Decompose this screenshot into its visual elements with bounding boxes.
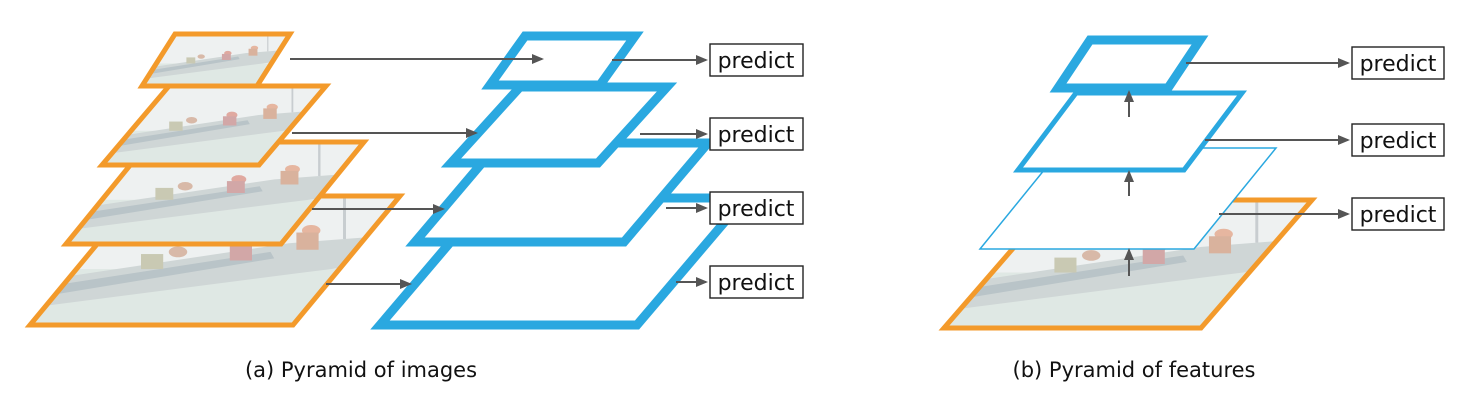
- predict-label: predict: [718, 271, 795, 296]
- predict-box-b-2: predict: [1351, 123, 1445, 157]
- predict-label: predict: [718, 123, 795, 148]
- predict-box-a-4: predict: [709, 265, 804, 299]
- predict-box-b-1: predict: [1351, 46, 1445, 80]
- feature-layer-top: [1049, 35, 1209, 93]
- predict-label: predict: [1360, 203, 1437, 228]
- feature-layer-3: [405, 138, 718, 247]
- predict-box-a-2: predict: [709, 117, 804, 151]
- feature-layer-2: [440, 82, 678, 168]
- predict-label: predict: [718, 49, 795, 74]
- feature-layer-thin: [978, 147, 1278, 250]
- predict-box-b-3: predict: [1351, 197, 1445, 231]
- predict-label: predict: [718, 197, 795, 222]
- image-layer-2: [96, 83, 332, 168]
- panel-a: predict predict predict predict (a) Pyra…: [24, 31, 804, 382]
- predict-box-a-3: predict: [709, 191, 804, 225]
- caption-b: (b) Pyramid of features: [1013, 358, 1256, 382]
- predict-box-a-1: predict: [709, 43, 804, 77]
- image-layer-1: [137, 31, 295, 89]
- predict-label: predict: [1360, 52, 1437, 77]
- caption-a: (a) Pyramid of images: [245, 358, 477, 382]
- panel-b: predict predict predict (b) Pyramid of f…: [938, 35, 1445, 382]
- predict-label: predict: [1360, 129, 1437, 154]
- feature-layer-1: [481, 31, 644, 90]
